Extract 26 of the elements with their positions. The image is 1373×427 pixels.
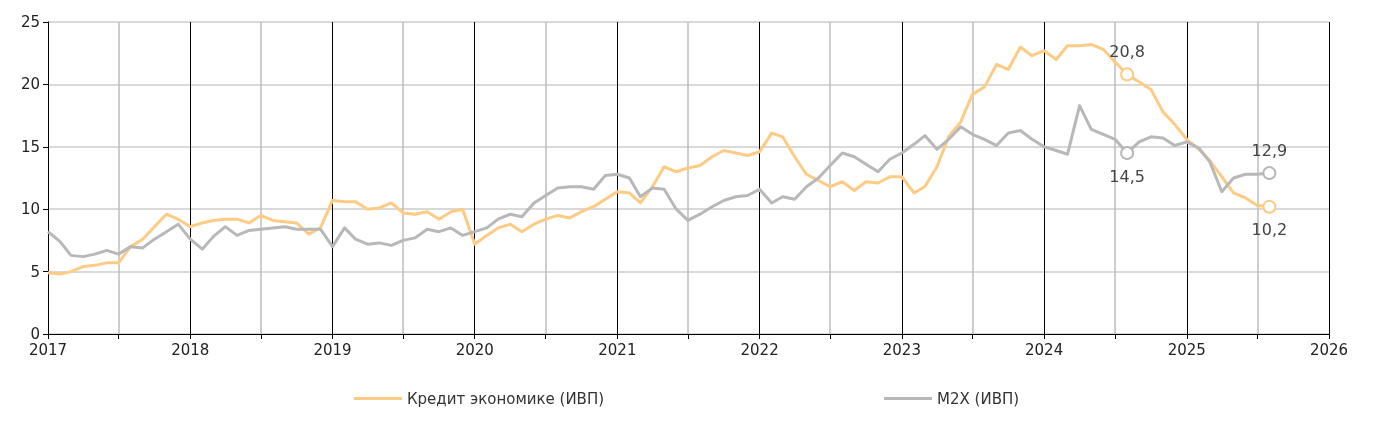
x-tick-label: 2022 — [740, 340, 779, 359]
data-label: 20,8 — [1109, 41, 1145, 61]
point — [1120, 67, 1135, 82]
y-tick-label: 5 — [30, 262, 40, 281]
y-tick-label: 10 — [20, 200, 40, 219]
point — [1262, 199, 1277, 214]
x-tick-label: 2020 — [455, 340, 494, 359]
y-tick-label: 0 — [30, 325, 40, 343]
y-tick-label: 20 — [20, 75, 40, 94]
x-tick-label: 2023 — [882, 340, 921, 359]
point — [1262, 166, 1277, 180]
y-tick-label: 15 — [20, 137, 40, 156]
x-tick-label: 2024 — [1025, 340, 1064, 359]
legend-label: M2X (ИВП) — [937, 389, 1020, 408]
x-tick-label: 2017 — [28, 340, 68, 359]
y-tick-label: 25 — [20, 13, 40, 31]
point — [1120, 146, 1135, 161]
data-label: 12,9 — [1251, 140, 1288, 160]
x-tick-label: 2026 — [1309, 340, 1349, 359]
x-tick-label: 2025 — [1167, 340, 1206, 359]
data-label: 14,5 — [1109, 166, 1145, 186]
data-label: 10,2 — [1251, 220, 1288, 240]
legend-label: Кредит экономике (ИВП) — [406, 389, 605, 408]
x-tick-label: 2018 — [171, 340, 210, 359]
x-tick-label: 2021 — [598, 340, 637, 359]
x-tick-label: 2019 — [313, 340, 352, 359]
